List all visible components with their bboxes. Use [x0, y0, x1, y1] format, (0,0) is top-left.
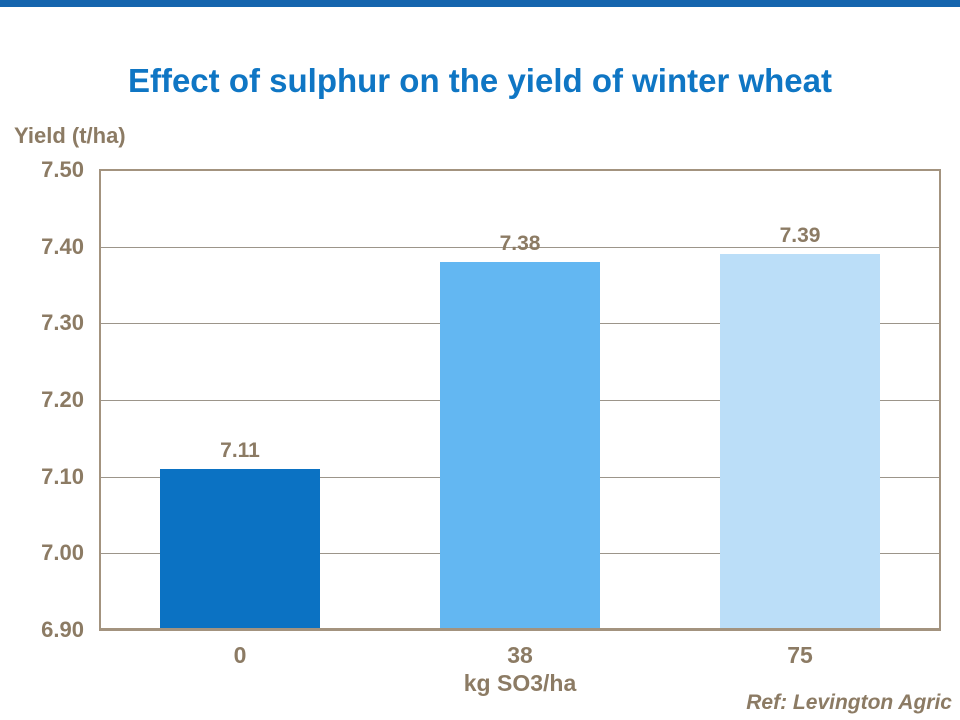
bar-value-label: 7.38 [499, 232, 541, 255]
y-axis-title: Yield (t/ha) [14, 123, 126, 148]
y-axis-tick-label: 7.50 [41, 157, 84, 182]
top-accent-bar [0, 0, 960, 7]
reference-note: Ref: Levington Agric [746, 691, 952, 714]
y-axis-tick-label: 7.00 [41, 540, 84, 565]
bar [160, 469, 320, 630]
x-axis-tick-label: 0 [233, 642, 247, 668]
y-axis-tick-label: 6.90 [41, 617, 84, 642]
x-axis-tick-label: 75 [787, 642, 813, 668]
y-axis-tick-label: 7.10 [41, 464, 84, 489]
y-axis-tick-label: 7.20 [41, 387, 84, 412]
bar-value-label: 7.39 [779, 224, 821, 247]
chart-title: Effect of sulphur on the yield of winter… [127, 62, 833, 99]
x-axis-tick-label: 38 [507, 642, 533, 668]
bar-value-label: 7.11 [220, 439, 260, 462]
plot-area [99, 169, 941, 631]
y-axis-tick-label: 7.40 [41, 234, 84, 259]
gridline [101, 247, 939, 248]
bar [440, 262, 600, 630]
x-axis-title: kg SO3/ha [463, 670, 577, 696]
y-axis-tick-label: 7.30 [41, 310, 84, 335]
bar [720, 254, 880, 630]
